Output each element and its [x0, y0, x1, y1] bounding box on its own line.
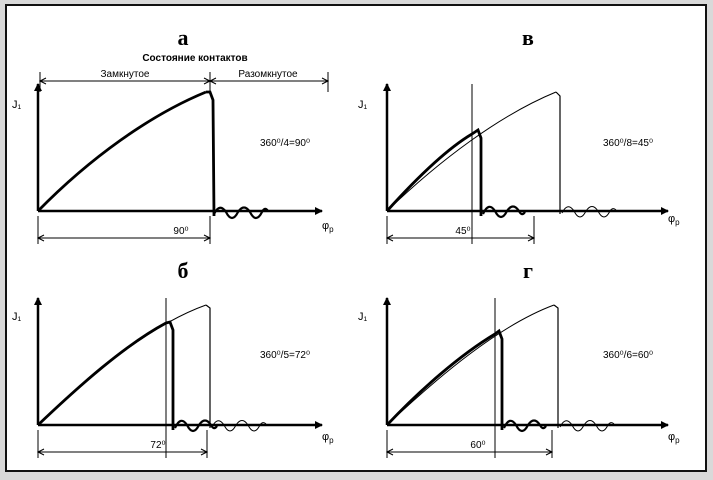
x-axis-label: φp — [668, 431, 680, 445]
oscillation-thin — [559, 420, 615, 432]
oscillation-thin — [211, 420, 267, 432]
current-rise-curve — [37, 321, 167, 427]
oscillation-bold — [213, 206, 269, 220]
current-break-line — [206, 90, 216, 217]
panel-letter-b: б — [178, 258, 189, 283]
angle-label: 72⁰ — [150, 440, 165, 451]
contact-state-caption: Состояние контактов — [142, 53, 247, 64]
angle-label: 90⁰ — [173, 226, 188, 237]
x-axis-label: φp — [322, 431, 334, 445]
oscillation-bold — [481, 205, 526, 219]
panel-letter-v: в — [522, 25, 534, 50]
ratio-formula: 360⁰/8=45⁰ — [603, 138, 653, 149]
angle-label: 60⁰ — [470, 440, 485, 451]
panel-b: J₁ φp 72⁰ 360⁰/5=72⁰ — [12, 297, 334, 458]
contact-state-header: Состояние контактов Замкнутое Разомкнуто… — [38, 53, 330, 92]
state-closed-label: Замкнутое — [101, 69, 150, 80]
full-rise-curve-thin — [386, 91, 557, 212]
current-break-line — [471, 127, 483, 216]
current-rise-curve — [385, 332, 496, 426]
panel-letter-g: г — [523, 258, 533, 283]
x-axis-label: φp — [668, 213, 680, 227]
oscillation-bold — [173, 419, 218, 433]
full-break-line-thin — [205, 304, 211, 428]
panel-letter-a: а — [178, 25, 189, 50]
panel-v: J₁ φp 45⁰ 360⁰/8=45⁰ — [358, 83, 680, 244]
y-axis-label: J₁ — [358, 311, 368, 323]
y-axis-label: J₁ — [12, 311, 22, 323]
ratio-formula: 360⁰/6=60⁰ — [603, 350, 653, 361]
full-break-line-thin — [553, 304, 559, 428]
y-axis-label: J₁ — [358, 99, 368, 111]
current-rise-curve — [385, 132, 473, 212]
y-axis-label: J₁ — [12, 99, 22, 111]
ratio-formula: 360⁰/5=72⁰ — [260, 350, 310, 361]
state-open-label: Разомкнутое — [238, 69, 298, 80]
ratio-formula: 360⁰/4=90⁰ — [260, 138, 310, 149]
panel-a: J₁ φp 90⁰ 360⁰/4=90⁰ — [12, 83, 334, 244]
current-break-line — [165, 320, 175, 430]
current-break-line — [494, 328, 504, 430]
angle-label: 45⁰ — [455, 226, 470, 237]
current-rise-curve — [37, 90, 207, 212]
x-axis-label: φp — [322, 220, 334, 234]
oscillation-thin — [561, 206, 617, 218]
full-break-line-thin — [555, 91, 561, 214]
panel-g: J₁ φp 60⁰ 360⁰/6=60⁰ — [358, 297, 680, 458]
oscillation-bold — [502, 419, 547, 433]
